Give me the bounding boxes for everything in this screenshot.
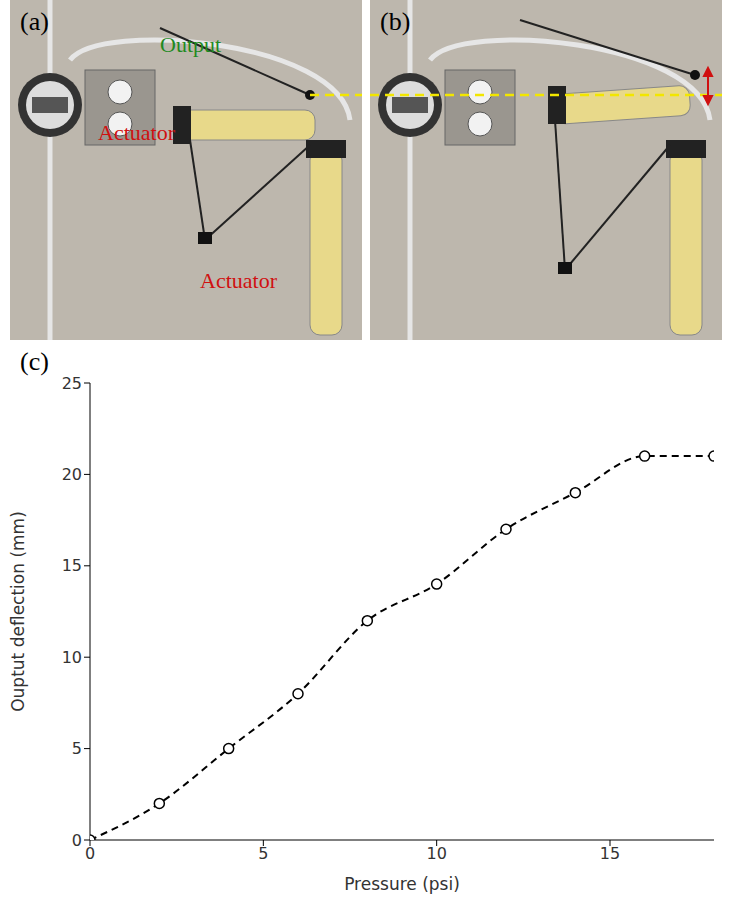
svg-text:10: 10	[426, 844, 446, 863]
svg-text:25: 25	[62, 374, 82, 393]
svg-text:0: 0	[85, 844, 95, 863]
svg-text:0: 0	[72, 831, 82, 850]
svg-text:5: 5	[72, 739, 82, 758]
svg-text:Actuator: Actuator	[98, 120, 176, 145]
svg-text:(b): (b)	[380, 7, 410, 36]
html-text:(c): (c)	[20, 347, 49, 376]
svg-text:Pressure (psi): Pressure (psi)	[344, 874, 460, 894]
svg-text:Ouptut deflection (mm): Ouptut deflection (mm)	[8, 511, 28, 712]
svg-text:Actuator: Actuator	[200, 268, 278, 293]
svg-text:(a): (a)	[20, 7, 49, 36]
svg-text:15: 15	[62, 556, 82, 575]
svg-text:5: 5	[258, 844, 268, 863]
svg-text:Output: Output	[160, 32, 221, 57]
svg-text:10: 10	[62, 648, 82, 667]
svg-text:20: 20	[62, 465, 82, 484]
svg-text:15: 15	[600, 844, 620, 863]
